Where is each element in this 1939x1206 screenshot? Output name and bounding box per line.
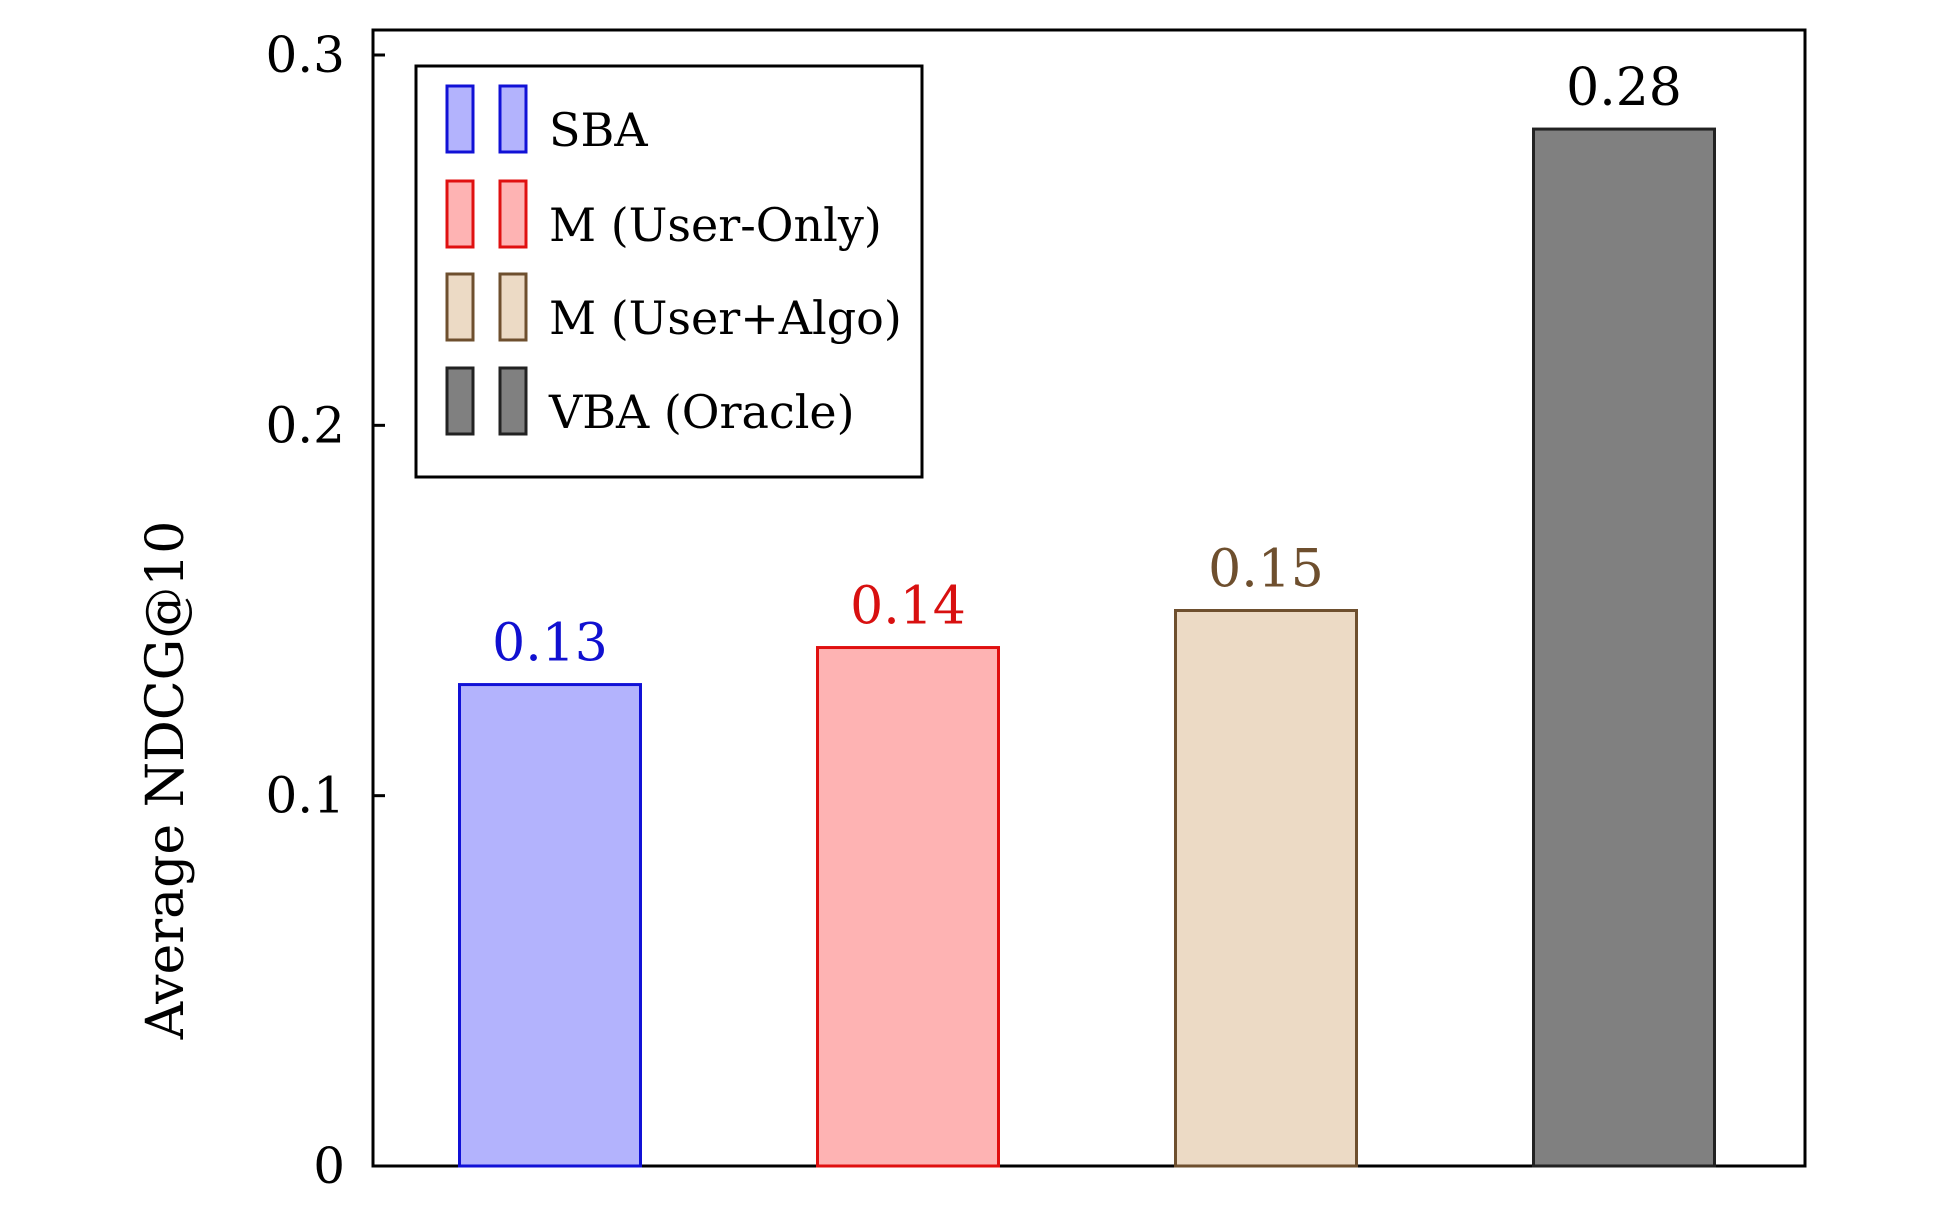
legend-swatch-1-1 (445, 84, 475, 154)
legend-label-2: M (User-Only) (549, 198, 882, 252)
legend-swatch-3-1 (445, 272, 475, 342)
y-tick-label-4: 0.3 (265, 26, 345, 84)
bars-group (458, 127, 1716, 1168)
legend-swatch-1-2 (498, 84, 528, 154)
legend-swatch-3-2 (498, 272, 528, 342)
legend-swatch-2-2 (498, 179, 528, 249)
y-tick-label-1: 0 (313, 1137, 345, 1195)
y-tick-label-3: 0.2 (265, 396, 345, 454)
legend-swatch-4-2 (498, 366, 528, 436)
y-axis-label: Average NDCG@10 (136, 521, 196, 1041)
data-label-4: 0.28 (1566, 58, 1682, 118)
legend-label-3: M (User+Algo) (549, 291, 902, 345)
legend-swatch-2-1 (445, 179, 475, 249)
legend-swatch-4-1 (445, 366, 475, 436)
data-labels-group: 0.13 0.14 0.15 0.28 (492, 58, 1682, 674)
data-label-2: 0.14 (850, 577, 966, 637)
y-tick-label-2: 0.1 (265, 767, 345, 825)
bar-2 (816, 646, 1000, 1168)
bar-4 (1532, 127, 1716, 1168)
legend-label-4: VBA (Oracle) (548, 385, 855, 439)
data-label-1: 0.13 (492, 614, 608, 674)
legend: SBA M (User-Only) M (User+Algo) VBA (Oracle… (414, 64, 924, 479)
bar-1 (458, 683, 642, 1168)
bar-3 (1174, 609, 1358, 1168)
legend-label-1: SBA (549, 103, 648, 157)
data-label-3: 0.15 (1208, 540, 1324, 600)
y-axis-ticks: 0 0.1 0.2 0.3 (265, 26, 385, 1195)
